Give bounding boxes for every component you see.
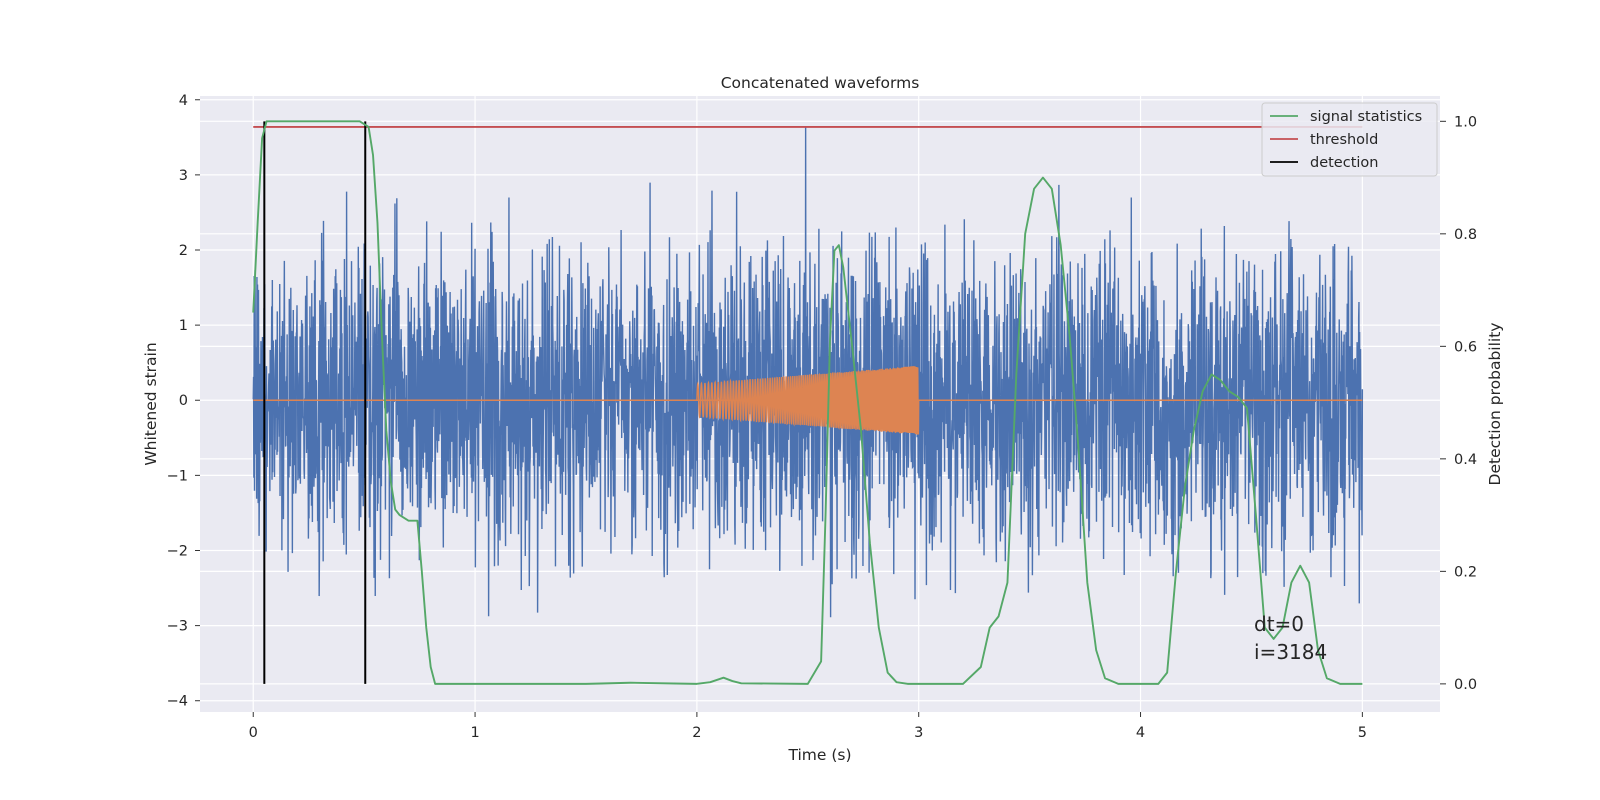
y-tick-label-right: 0.8 xyxy=(1454,227,1477,243)
y-tick-label: 4 xyxy=(179,93,188,109)
annotation-index: i=3184 xyxy=(1254,640,1327,664)
y-axis-label-right: Detection probability xyxy=(1486,323,1504,486)
x-tick-label: 4 xyxy=(1136,725,1145,741)
y-tick-label-right: 0.6 xyxy=(1454,339,1477,355)
series-injection-chirp xyxy=(696,366,920,435)
legend-label-detection: detection xyxy=(1310,155,1378,171)
ticks: 0 1 2 3 4 5 −4 −3 −2 −1 0 1 2 3 4 0.0 0.2 0.4 0.6 0.8 1.0 xyxy=(167,93,1477,741)
series-signal-statistics xyxy=(252,120,1363,685)
x-tick-label: 0 xyxy=(249,725,258,741)
x-tick-label: 2 xyxy=(692,725,701,741)
x-tick-label: 3 xyxy=(914,725,923,741)
y-tick-label-right: 1.0 xyxy=(1454,114,1477,130)
y-tick-label: −4 xyxy=(167,694,188,710)
legend-label-signal-statistics: signal statistics xyxy=(1310,109,1422,125)
x-tick-label: 1 xyxy=(470,725,479,741)
y-tick-label: −2 xyxy=(167,543,188,559)
y-tick-label: 1 xyxy=(179,318,188,334)
chart-title: Concatenated waveforms xyxy=(721,74,920,92)
y-axis-label: Whitened strain xyxy=(142,342,160,465)
y-tick-label-right: 0.2 xyxy=(1454,564,1477,580)
y-tick-label: −3 xyxy=(167,619,188,635)
x-axis-label: Time (s) xyxy=(787,746,851,764)
y-tick-label: 3 xyxy=(179,168,188,184)
x-tick-label: 5 xyxy=(1358,725,1367,741)
series-layer xyxy=(252,120,1364,685)
annotation-dt: dt=0 xyxy=(1254,612,1304,636)
y-tick-label: −1 xyxy=(167,468,188,484)
y-tick-label: 0 xyxy=(179,393,188,409)
legend: signal statistics threshold detection xyxy=(1261,102,1438,177)
y-tick-label: 2 xyxy=(179,243,188,259)
legend-label-threshold: threshold xyxy=(1310,132,1378,148)
y-tick-label-right: 0.4 xyxy=(1454,452,1477,468)
legend-box xyxy=(1261,102,1438,177)
y-tick-label-right: 0.0 xyxy=(1454,677,1477,693)
